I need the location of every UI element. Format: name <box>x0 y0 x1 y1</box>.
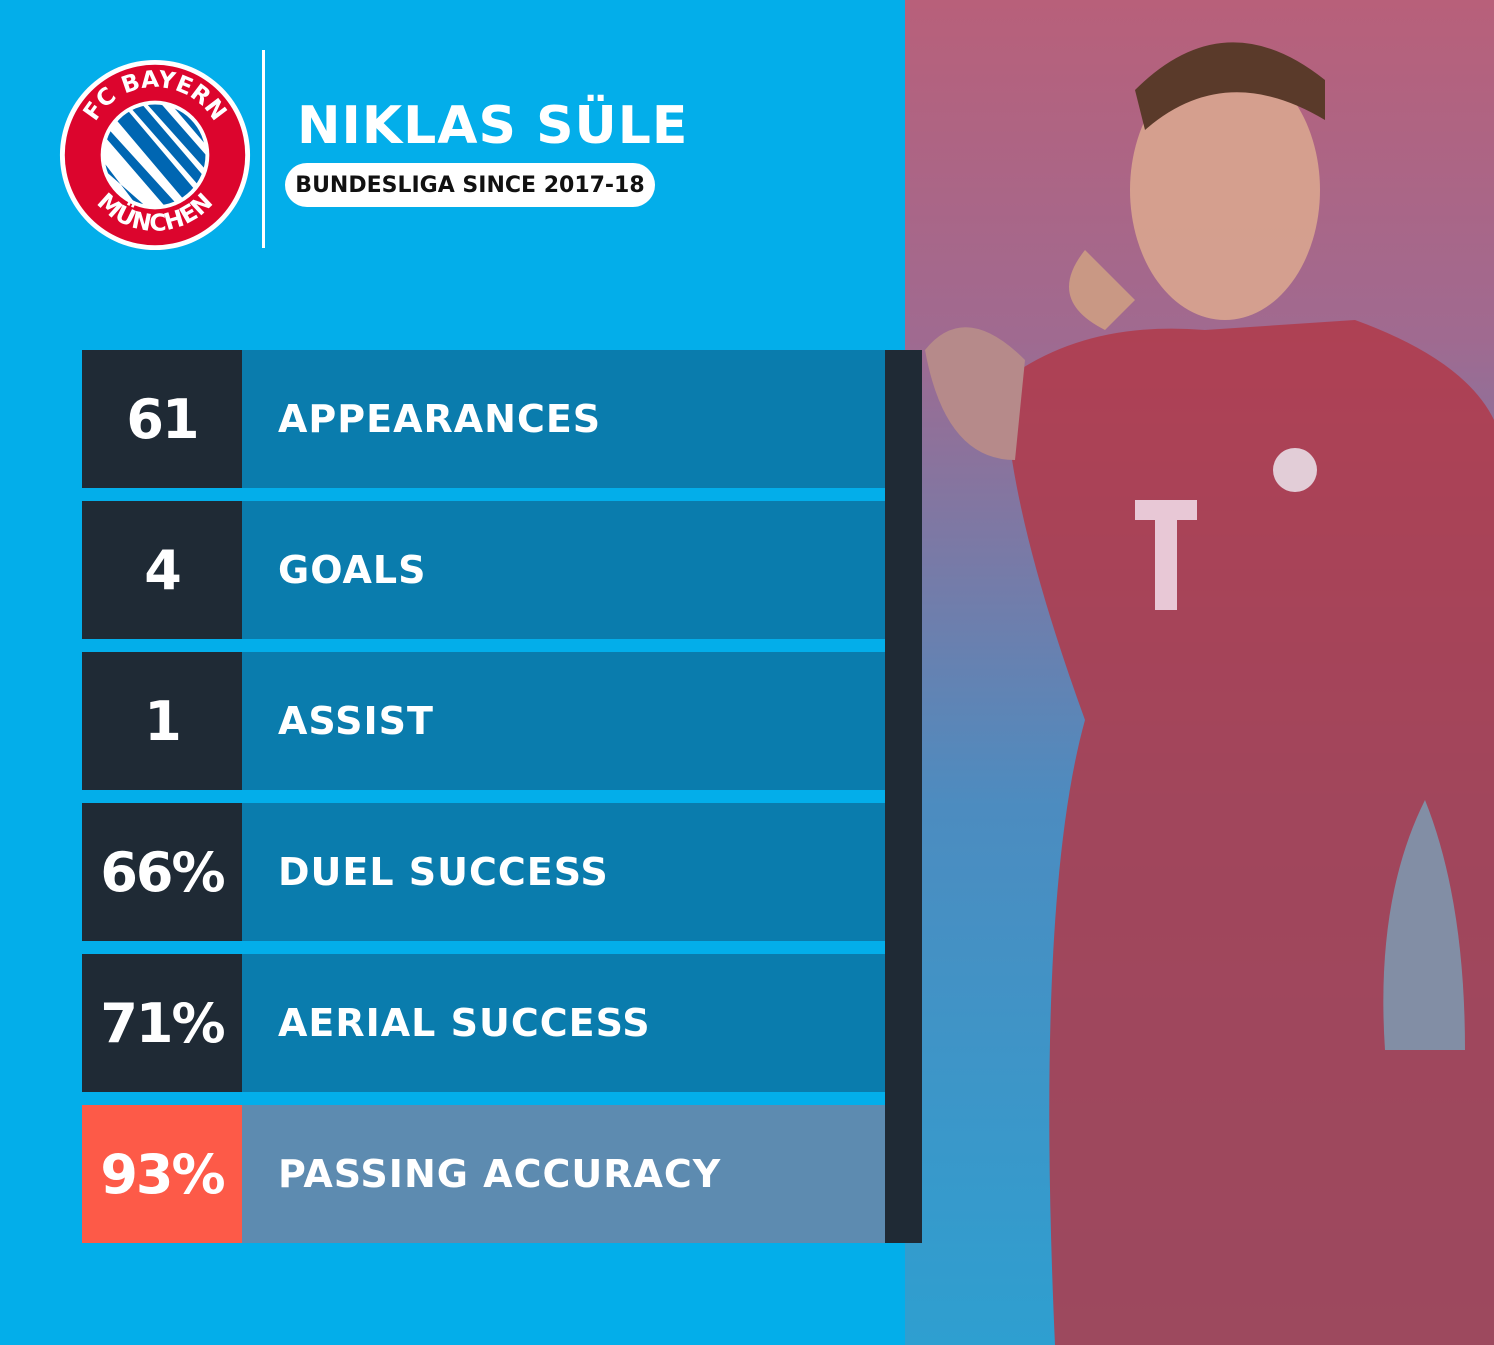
stat-row-duel-success: 66% DUEL SUCCESS <box>82 803 885 941</box>
stat-value: 71% <box>82 954 242 1092</box>
fc-bayern-logo: FC BAYERN MÜNCHEN <box>59 59 251 251</box>
stat-label: ASSIST <box>242 652 885 790</box>
player-photo <box>905 0 1494 1345</box>
stat-row-passing-accuracy: 93% PASSING ACCURACY <box>82 1105 885 1243</box>
subtitle-badge: BUNDESLIGA SINCE 2017-18 <box>285 163 655 207</box>
stat-row-assist: 1 ASSIST <box>82 652 885 790</box>
stat-row-appearances: 61 APPEARANCES <box>82 350 885 488</box>
stat-value: 4 <box>82 501 242 639</box>
stat-row-aerial-success: 71% AERIAL SUCCESS <box>82 954 885 1092</box>
stats-side-bar <box>885 350 922 1243</box>
stat-label: GOALS <box>242 501 885 639</box>
stat-value: 61 <box>82 350 242 488</box>
stat-label: APPEARANCES <box>242 350 885 488</box>
stat-label: AERIAL SUCCESS <box>242 954 885 1092</box>
stat-row-goals: 4 GOALS <box>82 501 885 639</box>
player-name: NIKLAS SÜLE <box>297 96 689 156</box>
stat-value: 93% <box>82 1105 242 1243</box>
header-divider <box>262 50 265 248</box>
stat-label: DUEL SUCCESS <box>242 803 885 941</box>
stat-value: 66% <box>82 803 242 941</box>
stat-label: PASSING ACCURACY <box>242 1105 885 1243</box>
stat-value: 1 <box>82 652 242 790</box>
